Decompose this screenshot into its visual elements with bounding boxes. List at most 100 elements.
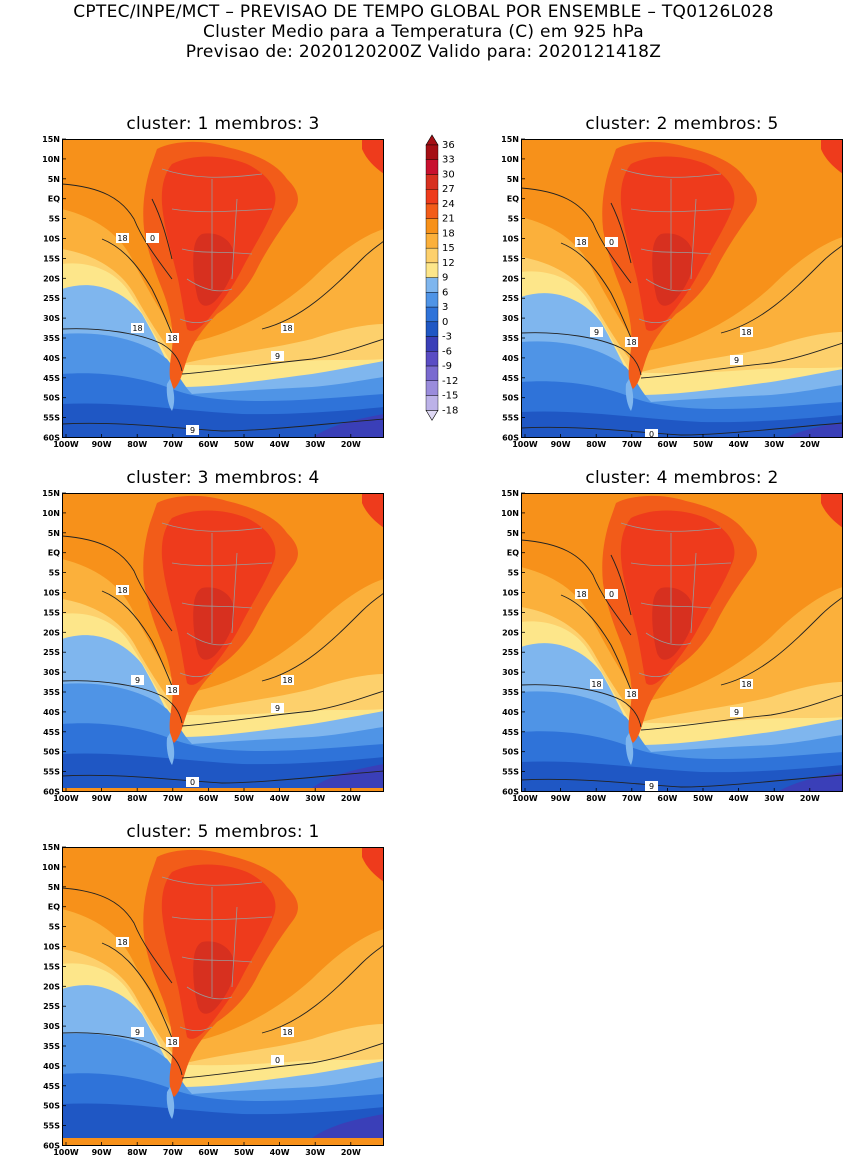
contour-label: 9 (190, 426, 195, 435)
colorbar-label: 3 (442, 302, 448, 313)
contour-label-box (590, 679, 603, 689)
lat-tick-label: 25S (43, 294, 60, 303)
contour-label: 18 (576, 238, 586, 247)
contour-label: 9 (275, 704, 280, 713)
colorbar-swatch (425, 351, 439, 367)
contour-label-box (131, 675, 144, 685)
contour-label-box (281, 323, 294, 333)
lon-tick-label: 40W (270, 794, 290, 803)
lon-tick-label: 40W (729, 794, 749, 803)
contour-label: 0 (150, 234, 155, 243)
contour-label-box (281, 675, 294, 685)
contour-line (640, 342, 843, 379)
contour-label: 18 (282, 1028, 292, 1037)
lat-tick-label: 60S (502, 788, 519, 797)
contour-line (610, 554, 632, 616)
map-panel-4: 18 18 18 18 9 9 0 15N 10N 5N EQ 5S 10S 15S 20S 25S 30S 35… (501, 489, 843, 803)
lat-tick-label: 10S (43, 589, 60, 598)
contour-label: 0 (649, 430, 654, 439)
lat-tick-label: 5N (48, 529, 60, 538)
contour-line (101, 238, 175, 340)
lat-tick-label: 30S (43, 314, 60, 323)
lat-tick-label: EQ (48, 549, 60, 558)
lat-tick-label: 15S (502, 254, 519, 263)
lat-tick-label: 15S (43, 608, 60, 617)
lat-tick-label: 10N (42, 509, 60, 518)
lon-tick-label: 20W (341, 794, 361, 803)
colorbar-swatch (425, 203, 439, 219)
lat-tick-label: 45S (502, 374, 519, 383)
lon-tick-label: 80W (127, 440, 147, 449)
contour-line (261, 944, 384, 1034)
lon-tick-label: 90W (551, 794, 571, 803)
header-line-2: Cluster Medio para a Temperatura (C) em … (202, 22, 645, 42)
lat-tick-label: 5S (49, 569, 61, 578)
country-border (161, 168, 263, 178)
lat-tick-label: 10S (43, 235, 60, 244)
colorbar-swatch (425, 189, 439, 205)
country-border (161, 876, 263, 886)
lat-tick-label: 60S (502, 434, 519, 443)
map-panel-3: 18 18 18 9 9 0 15N 10N 5N EQ 5S 10S 15S 20S 25S 30S 35S 4… (42, 489, 384, 803)
lon-tick-label: 40W (270, 1148, 290, 1157)
lon-tick-label: 30W (305, 440, 325, 449)
lat-tick-label: 30S (502, 314, 519, 323)
lat-tick-label: 60S (43, 1142, 60, 1151)
lat-tick-label: 5N (48, 883, 60, 892)
country-border (181, 956, 253, 963)
contour-label-box (146, 233, 159, 243)
lat-tick-label: 50S (502, 394, 519, 403)
contour-label-box (730, 707, 743, 717)
lon-tick-label: 90W (92, 440, 112, 449)
colorbar-label: 12 (442, 258, 455, 269)
panel-title-4: cluster: 4 membros: 2 (585, 468, 779, 488)
temperature-field-minus3-0 (312, 764, 384, 788)
lon-tick-label: 70W (163, 794, 183, 803)
lat-tick-label: EQ (48, 195, 60, 204)
contour-label-box (271, 1055, 284, 1065)
contour-label-box (166, 685, 179, 695)
lon-tick-label: 80W (586, 440, 606, 449)
lon-tick-label: 90W (551, 440, 571, 449)
contour-label: 18 (167, 686, 177, 695)
africa-land (362, 847, 384, 882)
country-border (630, 208, 732, 213)
map-frame (521, 139, 843, 438)
contour-label-box (575, 237, 588, 247)
lon-tick-label: 50W (693, 440, 713, 449)
contour-label-box (605, 237, 618, 247)
lat-tick-label: 55S (502, 768, 519, 777)
contour-label: 18 (282, 676, 292, 685)
colorbar-swatch (425, 336, 439, 352)
contour-line (521, 422, 843, 436)
lat-tick-label: 15N (501, 135, 519, 144)
country-border (690, 198, 697, 280)
lat-tick-label: 25S (502, 648, 519, 657)
country-border (161, 522, 263, 532)
lat-tick-label: 10S (502, 589, 519, 598)
contour-label-box (625, 689, 638, 699)
colorbar-label: 30 (442, 169, 455, 180)
contour-line (521, 332, 642, 376)
contour-line (560, 242, 634, 344)
lon-tick-label: 50W (234, 440, 254, 449)
lat-tick-label: 25S (502, 294, 519, 303)
lat-tick-label: 55S (43, 1122, 60, 1131)
colorbar-swatch (425, 277, 439, 293)
contour-label: 18 (282, 324, 292, 333)
lon-tick-label: 40W (270, 440, 290, 449)
contour-label: 18 (576, 590, 586, 599)
map-frame (62, 139, 384, 438)
lon-tick-label: 50W (234, 1148, 254, 1157)
contour-line (62, 1032, 183, 1076)
lat-tick-label: 40S (43, 1062, 60, 1071)
contour-label-box (740, 327, 753, 337)
contour-line (181, 690, 384, 727)
lat-tick-label: 10N (501, 155, 519, 164)
africa-land (362, 139, 384, 174)
lat-tick-label: 30S (502, 668, 519, 677)
colorbar-label: -9 (442, 361, 452, 372)
temperature-field-0-3 (62, 753, 384, 788)
contour-label: 9 (734, 708, 739, 717)
country-border (181, 602, 253, 609)
